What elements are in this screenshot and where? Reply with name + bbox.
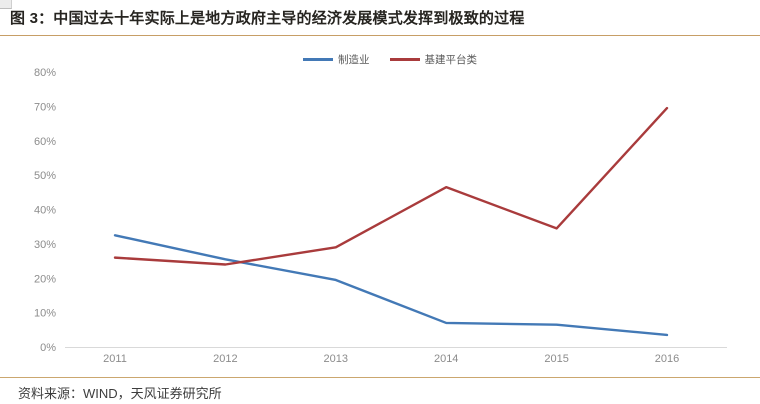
x-tick-label: 2012 — [213, 353, 237, 365]
footer-divider — [0, 377, 760, 378]
source-note: 资料来源：WIND，天风证券研究所 — [18, 386, 222, 401]
figure-title: 图 3：中国过去十年实际上是地方政府主导的经济发展模式发挥到极致的过程 — [10, 10, 525, 27]
chart-legend: 制造业 基建平台类 — [60, 52, 720, 67]
legend-swatch-manufacturing — [303, 58, 333, 61]
legend-item-infrastructure: 基建平台类 — [389, 52, 478, 67]
y-tick-label: 10% — [34, 308, 56, 320]
x-tick-label: 2011 — [103, 353, 127, 365]
title-divider — [0, 35, 760, 36]
x-tick-label: 2015 — [544, 353, 568, 365]
y-tick-label: 80% — [34, 67, 56, 79]
legend-item-manufacturing: 制造业 — [303, 52, 370, 67]
y-tick-label: 0% — [40, 342, 56, 354]
y-tick-label: 60% — [34, 136, 56, 148]
y-tick-label: 50% — [34, 170, 56, 182]
series-line-infrastructure — [113, 106, 669, 266]
window-corner-artifact — [0, 0, 12, 9]
legend-label: 制造业 — [338, 54, 370, 66]
y-tick-label: 70% — [34, 101, 56, 113]
x-tick-label: 2014 — [434, 353, 458, 365]
x-tick-label: 2016 — [655, 353, 679, 365]
legend-swatch-infrastructure — [389, 58, 420, 61]
x-tick-label: 2013 — [324, 353, 348, 365]
series-line-manufacturing — [113, 234, 669, 337]
y-tick-label: 30% — [34, 239, 56, 251]
y-tick-label: 20% — [34, 273, 56, 285]
legend-label: 基建平台类 — [424, 54, 478, 66]
y-tick-label: 40% — [34, 205, 56, 217]
